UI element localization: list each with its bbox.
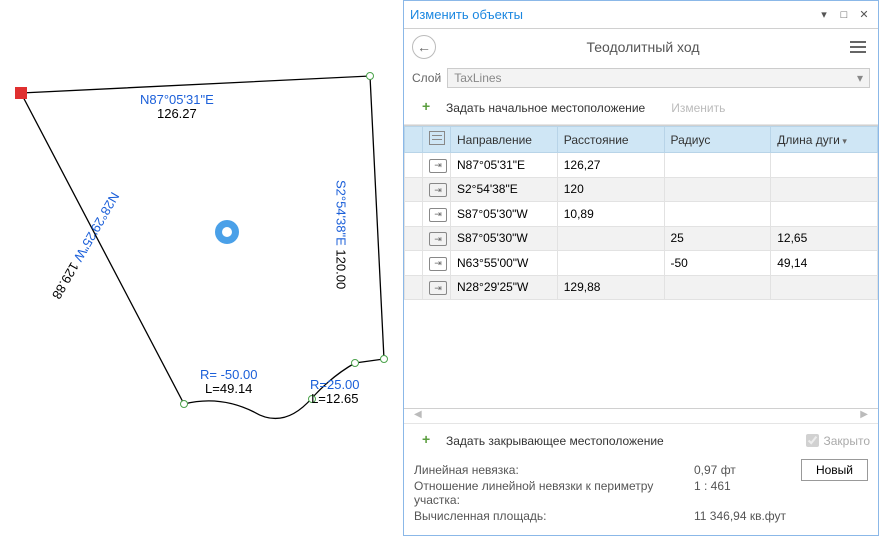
cell-direction[interactable]: N28°29'25"W [451,275,558,300]
misclosure-value: 0,97 фт [694,463,736,477]
cell-direction[interactable]: S87°05'30"W [451,226,558,251]
add-icon[interactable] [422,433,438,449]
cell-arc[interactable]: 49,14 [771,251,878,276]
closing-location-label[interactable]: Задать закрывающее местоположение [446,434,664,448]
area-label: Вычисленная площадь: [414,509,694,523]
row-handle[interactable] [405,153,423,178]
cell-radius[interactable] [664,153,771,178]
back-button[interactable]: ← [412,35,436,59]
row-handle[interactable] [405,177,423,202]
row-handle[interactable] [405,202,423,227]
edge-label: R=25.00 L=12.65 [310,378,360,407]
misclosure-label: Линейная невязка: [414,463,694,477]
start-vertex [15,87,27,99]
traverse-table: Направление Расстояние Радиус Длина дуги… [404,126,878,300]
edge-label: R= -50.00 L=49.14 [200,368,257,397]
traverse-table-wrap: Направление Расстояние Радиус Длина дуги… [404,125,878,409]
add-icon[interactable] [422,100,438,116]
col-distance[interactable]: Расстояние [557,127,664,153]
edge-label: N87°05'31"E 126.27 [140,93,214,122]
cell-distance[interactable]: 120 [557,177,664,202]
centroid-marker [215,220,239,244]
row-type-icon: ⇥ [423,226,451,251]
col-radius[interactable]: Радиус [664,127,771,153]
vertex [180,400,188,408]
cell-arc[interactable] [771,202,878,227]
start-location-row: Задать начальное местоположение Изменить [404,91,878,125]
cell-radius[interactable]: 25 [664,226,771,251]
cell-distance[interactable] [557,226,664,251]
stats-block: Новый Линейная невязка: 0,97 фт Отношени… [404,457,878,535]
table-row[interactable]: ⇥S2°54'38"E120 [405,177,878,202]
close-icon[interactable]: ✕ [856,7,872,23]
row-type-icon: ⇥ [423,177,451,202]
closing-location-row: Задать закрывающее местоположение Закрыт… [404,423,878,457]
scroll-hint: ◀▶ [404,409,878,423]
table-row[interactable]: ⇥N63°55'00"W -5049,14 [405,251,878,276]
vertex [380,355,388,363]
cell-direction[interactable]: S2°54'38"E [451,177,558,202]
vertex [351,359,359,367]
cell-distance[interactable] [557,251,664,276]
cell-radius[interactable] [664,275,771,300]
cell-radius[interactable] [664,177,771,202]
col-arc-length[interactable]: Длина дуги [771,127,878,153]
new-button[interactable]: Новый [801,459,868,481]
row-handle[interactable] [405,226,423,251]
cell-arc[interactable]: 12,65 [771,226,878,251]
edit-link: Изменить [671,101,725,115]
dropdown-icon[interactable]: ▾ [816,7,832,23]
panel-titlebar: Изменить объекты ▾ □ ✕ [404,1,878,29]
tool-title: Теодолитный ход [436,39,850,55]
col-row-icon [423,127,451,153]
vertex [366,72,374,80]
closed-checkbox-input [806,434,819,447]
sketch-canvas: N87°05'31"E 126.27 S2°54'38"E 120.00 R=2… [0,0,403,536]
cell-radius[interactable]: -50 [664,251,771,276]
area-value: 11 346,94 кв.фут [694,509,786,523]
row-type-icon: ⇥ [423,275,451,300]
row-type-icon: ⇥ [423,153,451,178]
cell-arc[interactable] [771,153,878,178]
layer-select[interactable]: TaxLines▾ [447,68,870,88]
col-direction[interactable]: Направление [451,127,558,153]
maximize-icon[interactable]: □ [836,7,852,23]
panel-title: Изменить объекты [410,7,812,22]
cell-distance[interactable]: 126,27 [557,153,664,178]
cell-radius[interactable] [664,202,771,227]
cell-distance[interactable]: 10,89 [557,202,664,227]
row-handle[interactable] [405,251,423,276]
layer-row: Слой TaxLines▾ [404,65,878,91]
row-handle[interactable] [405,275,423,300]
layer-label: Слой [412,71,441,85]
table-row[interactable]: ⇥S87°05'30"W 2512,65 [405,226,878,251]
table-row[interactable]: ⇥N87°05'31"E126,27 [405,153,878,178]
col-handle [405,127,423,153]
table-row[interactable]: ⇥S87°05'30"W10,89 [405,202,878,227]
start-location-label[interactable]: Задать начальное местоположение [446,101,645,115]
row-type-icon: ⇥ [423,251,451,276]
cell-direction[interactable]: N87°05'31"E [451,153,558,178]
cell-arc[interactable] [771,275,878,300]
cell-direction[interactable]: S87°05'30"W [451,202,558,227]
cell-distance[interactable]: 129,88 [557,275,664,300]
ratio-value: 1 : 461 [694,479,731,507]
table-row[interactable]: ⇥N28°29'25"W129,88 [405,275,878,300]
modify-features-panel: Изменить объекты ▾ □ ✕ ← Теодолитный ход… [403,0,879,536]
ratio-label: Отношение линейной невязки к периметру у… [414,479,694,507]
menu-icon[interactable] [850,37,870,57]
row-type-icon: ⇥ [423,202,451,227]
cell-arc[interactable] [771,177,878,202]
panel-header: ← Теодолитный ход [404,29,878,65]
edge-label: S2°54'38"E 120.00 [333,180,347,289]
cell-direction[interactable]: N63°55'00"W [451,251,558,276]
closed-checkbox: Закрыто [806,434,870,448]
